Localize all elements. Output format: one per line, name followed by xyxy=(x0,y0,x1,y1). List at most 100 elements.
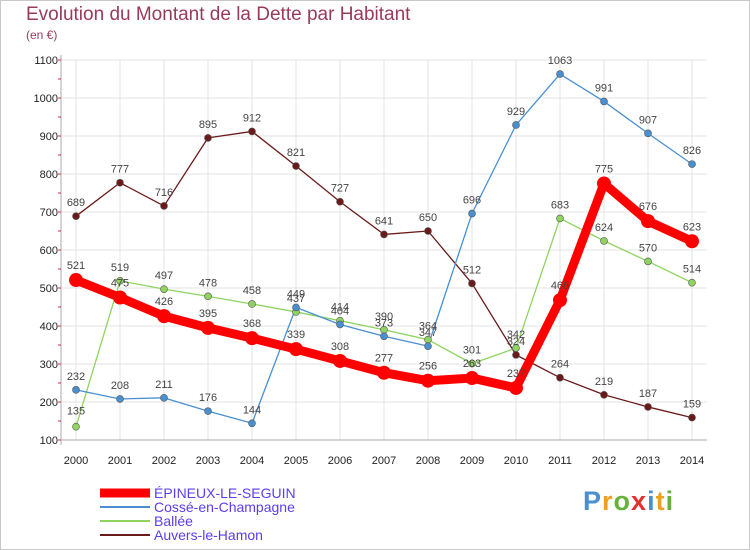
series-points xyxy=(69,70,699,431)
data-label: 623 xyxy=(683,221,701,233)
data-label: 929 xyxy=(507,106,525,118)
legend-label: Cossé-en-Champagne xyxy=(154,499,295,515)
data-label: 437 xyxy=(287,293,305,305)
data-point xyxy=(688,413,696,422)
data-point xyxy=(72,386,80,394)
data-label: 324 xyxy=(507,336,525,348)
data-point xyxy=(72,212,80,220)
data-label: 211 xyxy=(155,379,173,391)
data-label: 907 xyxy=(639,114,657,126)
data-label: 159 xyxy=(683,399,701,411)
data-point xyxy=(600,390,608,399)
data-point xyxy=(644,129,652,138)
x-tick-label: 2009 xyxy=(460,455,484,467)
data-point xyxy=(597,176,611,191)
data-point xyxy=(556,70,564,78)
data-label: 364 xyxy=(419,321,437,333)
data-point xyxy=(377,365,391,380)
x-tick-label: 2012 xyxy=(592,455,616,467)
data-point xyxy=(644,257,652,266)
y-tick-label: 700 xyxy=(40,207,58,219)
x-tick-label: 2013 xyxy=(636,455,660,467)
data-label: 514 xyxy=(683,264,701,276)
data-label: 689 xyxy=(67,197,85,209)
data-label: 449 xyxy=(287,288,305,300)
x-tick-label: 2005 xyxy=(284,455,308,467)
data-label: 676 xyxy=(639,201,657,213)
data-point xyxy=(69,273,83,288)
data-point xyxy=(468,209,476,218)
data-point xyxy=(157,309,171,324)
y-tick-label: 1000 xyxy=(34,93,58,105)
data-label: 264 xyxy=(551,359,569,371)
data-point xyxy=(556,373,564,382)
data-point xyxy=(248,419,256,428)
data-label: 308 xyxy=(331,341,349,353)
x-tick-label: 2003 xyxy=(196,455,220,467)
y-tick-label: 500 xyxy=(40,283,58,295)
proxiti-logo: Proxiti xyxy=(583,486,675,516)
data-point xyxy=(292,162,300,170)
data-point xyxy=(204,292,212,301)
y-tick-label: 300 xyxy=(40,359,58,371)
data-label: 426 xyxy=(155,296,173,308)
data-label: 373 xyxy=(375,317,393,329)
data-label: 256 xyxy=(419,361,437,373)
data-label: 895 xyxy=(199,119,217,131)
data-label: 263 xyxy=(463,358,481,370)
data-point xyxy=(421,373,435,388)
data-point xyxy=(160,394,168,402)
data-point xyxy=(245,331,259,346)
data-label: 232 xyxy=(67,371,85,383)
y-tick-label: 100 xyxy=(40,435,58,447)
legend-label: ÉPINEUX-LE-SEGUIN xyxy=(154,485,296,501)
data-label: 1063 xyxy=(548,55,572,67)
data-label: 176 xyxy=(199,392,217,404)
data-label: 395 xyxy=(199,308,217,320)
data-point xyxy=(113,290,127,305)
data-label: 650 xyxy=(419,212,437,224)
y-tick-label: 400 xyxy=(40,321,58,333)
data-label: 468 xyxy=(551,280,569,292)
data-label: 641 xyxy=(375,215,393,227)
data-label: 219 xyxy=(595,376,613,388)
data-point xyxy=(336,320,344,329)
data-label: 208 xyxy=(111,380,129,392)
data-point xyxy=(600,237,608,245)
data-point xyxy=(556,214,564,223)
x-tick-label: 2010 xyxy=(504,455,528,467)
legend: ÉPINEUX-LE-SEGUINCossé-en-ChampagneBallé… xyxy=(100,485,296,543)
data-label: 826 xyxy=(683,145,701,157)
data-label: 390 xyxy=(375,311,393,323)
data-label: 458 xyxy=(243,285,261,297)
data-point xyxy=(204,134,212,142)
x-tick-label: 2011 xyxy=(548,455,572,467)
data-label: 683 xyxy=(551,199,569,211)
data-label: 368 xyxy=(243,318,261,330)
data-label: 135 xyxy=(67,406,85,418)
data-point xyxy=(600,97,608,106)
chart-title: Evolution du Montant de la Dette par Hab… xyxy=(26,4,411,25)
data-point xyxy=(688,278,696,287)
data-label: 497 xyxy=(155,270,173,282)
data-label: 478 xyxy=(199,277,217,289)
data-label: 347 xyxy=(419,327,437,339)
x-tick-label: 2007 xyxy=(372,455,396,467)
data-point xyxy=(248,127,256,136)
data-point xyxy=(644,403,652,411)
y-tick-label: 900 xyxy=(40,131,58,143)
data-point xyxy=(289,342,303,357)
legend-label: Auvers-le-Hamon xyxy=(154,527,263,543)
y-tick-label: 200 xyxy=(40,397,58,409)
data-point xyxy=(248,300,256,308)
y-tick-label: 800 xyxy=(40,169,58,181)
data-point xyxy=(468,359,476,368)
unit-label: (en €) xyxy=(26,28,58,42)
data-point xyxy=(553,293,567,308)
data-label: 342 xyxy=(507,329,525,341)
data-point xyxy=(116,276,124,285)
x-tick-label: 2000 xyxy=(64,455,88,467)
axes: 100 200 300 400 500 600 700 800 900 1000 1100 2000 2… xyxy=(34,55,707,467)
y-tick-label: 600 xyxy=(40,245,58,257)
